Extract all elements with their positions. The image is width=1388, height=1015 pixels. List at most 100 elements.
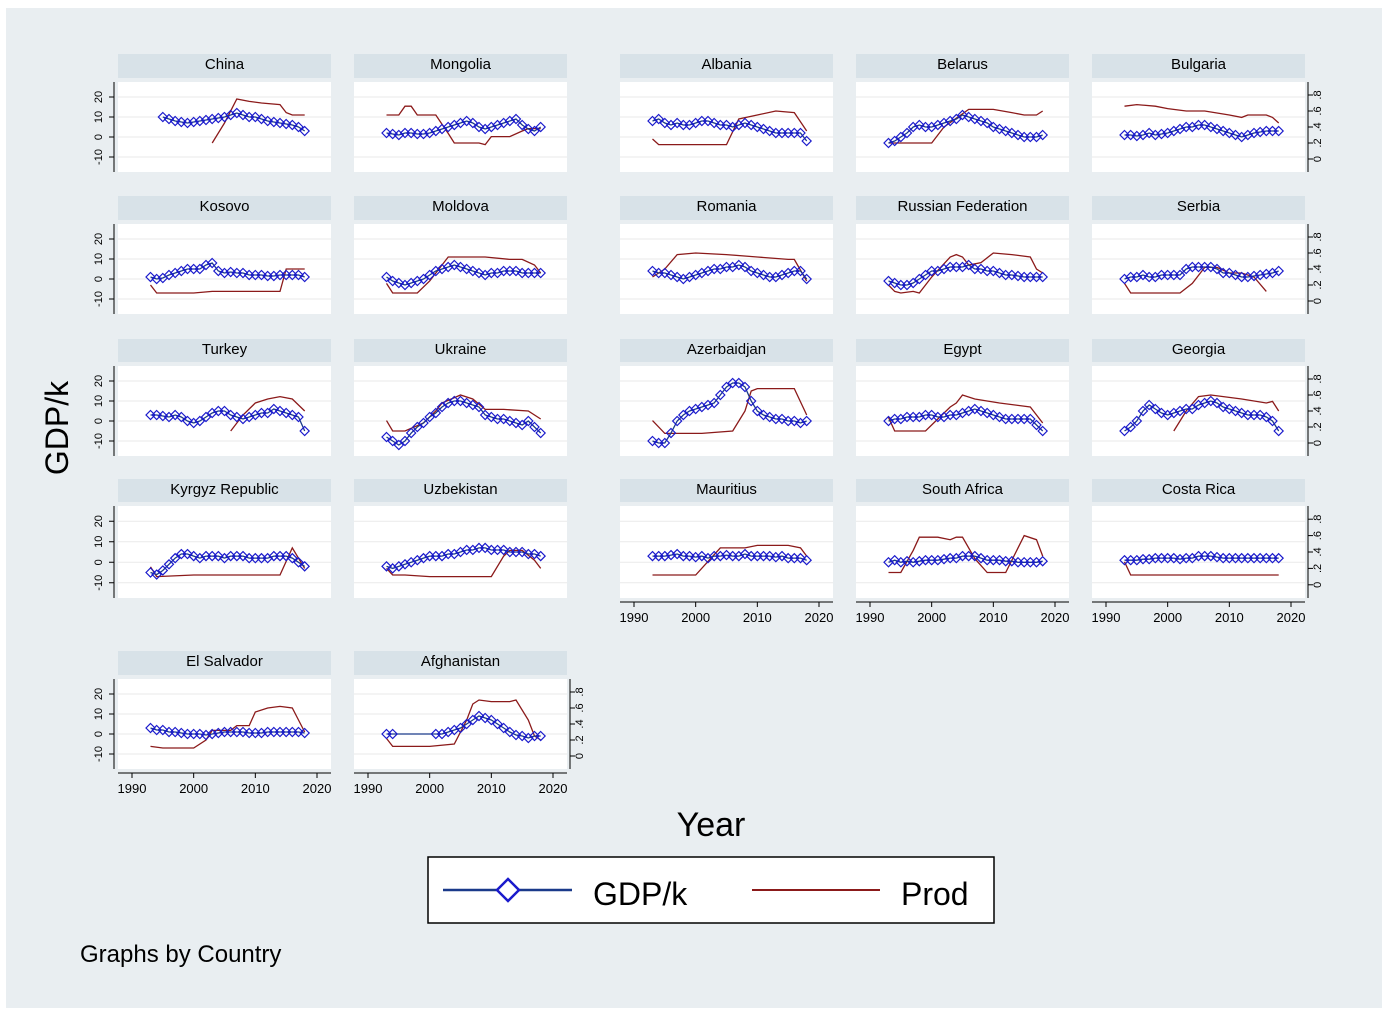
gdp-point xyxy=(411,421,423,433)
gdp-point xyxy=(467,117,479,129)
gdp-point xyxy=(510,729,522,741)
y-tick-label-left: 20 xyxy=(93,91,105,103)
gdp-point xyxy=(436,401,448,413)
gdp-point xyxy=(745,265,757,277)
gdp-point xyxy=(913,119,925,131)
y-tick-label-right: .8 xyxy=(1312,232,1324,241)
panel-title: Romania xyxy=(696,198,757,215)
gdp-line xyxy=(888,555,1043,563)
gdp-point xyxy=(969,550,981,562)
gdp-point xyxy=(659,550,671,562)
gdp-point xyxy=(274,405,286,417)
gdp-point xyxy=(907,556,919,568)
gdp-point xyxy=(231,411,243,423)
gdp-point xyxy=(1174,553,1186,565)
gdp-point xyxy=(733,377,745,389)
gdp-point xyxy=(237,726,249,738)
gdp-point xyxy=(249,111,261,123)
y-tick-label-right: .6 xyxy=(1312,248,1324,257)
y-tick-label-left: 0 xyxy=(93,276,105,282)
gdp-point xyxy=(418,417,429,429)
gdp-point xyxy=(1254,409,1266,421)
gdp-point xyxy=(907,277,919,289)
gdp-point xyxy=(504,726,516,738)
gdp-point xyxy=(194,263,206,275)
gdp-point xyxy=(206,257,218,269)
y-tick-label-left: 20 xyxy=(93,233,105,245)
gdp-point xyxy=(212,265,224,277)
gdp-point xyxy=(274,117,286,129)
gdp-point xyxy=(461,115,473,127)
gdp-point xyxy=(1223,267,1235,279)
gdp-point xyxy=(758,123,769,135)
gdp-point xyxy=(975,263,987,275)
gdp-point xyxy=(920,269,931,281)
gdp-point xyxy=(659,117,671,129)
gdp-point xyxy=(745,395,757,407)
panel-strip xyxy=(620,479,833,502)
y-tick-label-right: .8 xyxy=(1312,515,1324,524)
gdp-point xyxy=(163,113,175,125)
gdp-point xyxy=(498,722,510,734)
x-tick-label: 1990 xyxy=(856,610,885,625)
x-tick-label: 1990 xyxy=(1092,610,1121,625)
gdp-point xyxy=(801,273,813,285)
gdp-point xyxy=(795,552,806,564)
gdp-point xyxy=(522,415,534,427)
gdp-point xyxy=(535,427,547,439)
gdp-point xyxy=(1156,407,1167,419)
gdp-point xyxy=(751,405,763,417)
gdp-point xyxy=(1211,397,1223,409)
gdp-point xyxy=(498,544,510,556)
y-tick-label-left: 10 xyxy=(93,253,105,265)
x-tick-label: 2010 xyxy=(241,781,270,796)
y-tick-label-right: .4 xyxy=(1312,547,1324,556)
gdp-point xyxy=(764,411,776,423)
gdp-point xyxy=(776,550,788,562)
gdp-point xyxy=(510,265,522,277)
gdp-point xyxy=(1205,121,1217,133)
gdp-point xyxy=(994,267,1005,279)
gdp-point xyxy=(479,409,491,421)
gdp-point xyxy=(975,405,987,417)
panel-title: Kosovo xyxy=(199,198,249,215)
gdp-point xyxy=(535,267,547,279)
gdp-point xyxy=(1230,269,1241,281)
x-tick-label: 2000 xyxy=(179,781,208,796)
gdp-point xyxy=(721,119,732,131)
gdp-point xyxy=(714,389,726,401)
x-tick-label: 2010 xyxy=(477,781,506,796)
panel: Turkey -10 0 10 20 xyxy=(93,339,331,456)
gdp-point xyxy=(1273,265,1285,277)
panel: Mongolia xyxy=(354,54,567,172)
gdp-point xyxy=(981,117,993,129)
x-tick-label: 1990 xyxy=(354,781,383,796)
y-tick-label-left: 20 xyxy=(93,375,105,387)
gdp-point xyxy=(690,551,702,563)
gdp-point xyxy=(212,550,224,562)
gdp-point xyxy=(665,549,677,561)
prod-line xyxy=(888,108,1044,144)
gdp-point xyxy=(430,407,442,419)
gdp-point xyxy=(671,271,683,283)
panel-title: Uzbekistan xyxy=(423,481,497,498)
gdp-point xyxy=(188,550,200,562)
gdp-point xyxy=(498,413,510,425)
gdp-point xyxy=(169,115,181,127)
gdp-point xyxy=(473,267,485,279)
panel-strip xyxy=(354,651,567,675)
y-tick-label-right: .2 xyxy=(1312,422,1324,431)
panel-strip xyxy=(118,196,331,220)
gdp-point xyxy=(758,409,769,421)
y-tick-label-right: .4 xyxy=(1312,122,1324,131)
y-tick-label-right: .8 xyxy=(574,687,586,696)
y-tick-label-left: 10 xyxy=(93,708,105,720)
gdp-point xyxy=(467,265,479,277)
panel: South Africa 1990 2000 2010 2020 xyxy=(856,479,1069,625)
gdp-point xyxy=(256,113,267,125)
y-tick-label-left: 0 xyxy=(93,731,105,737)
gdp-point xyxy=(739,117,751,129)
gdp-point xyxy=(262,115,274,127)
y-tick-label-right: .6 xyxy=(574,703,586,712)
